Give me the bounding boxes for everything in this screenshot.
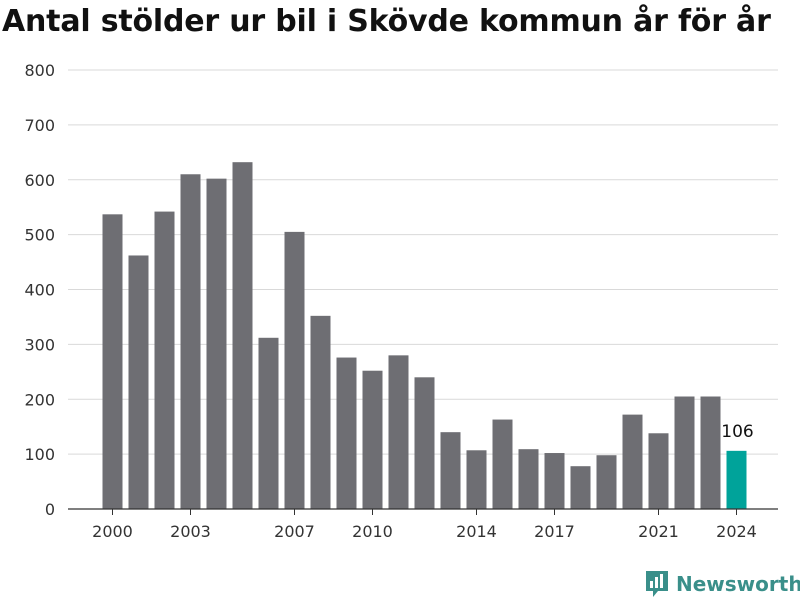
- bars: [102, 162, 747, 510]
- y-axis: 0 100 200 300 400 500 600 700 800: [24, 61, 55, 519]
- bar-2002: [154, 211, 175, 509]
- x-tick-label: 2003: [170, 522, 211, 541]
- x-tick-label: 2007: [274, 522, 315, 541]
- y-tick-label: 600: [24, 171, 55, 190]
- x-tick-label: 2000: [92, 522, 133, 541]
- bar-2023: [700, 396, 721, 509]
- bar-2018: [570, 466, 591, 509]
- bar-2006: [258, 337, 279, 509]
- bar-2011: [388, 355, 409, 509]
- bar-2012: [414, 377, 435, 509]
- data-label-2024: 106: [721, 422, 753, 442]
- bar-2009: [336, 357, 357, 509]
- bar-2000: [102, 214, 123, 510]
- bar-2016: [518, 449, 539, 509]
- x-tick-label: 2010: [352, 522, 393, 541]
- y-tick-label: 0: [45, 500, 55, 519]
- bar-2008: [310, 315, 331, 509]
- y-tick-label: 700: [24, 116, 55, 135]
- bar-2007: [284, 231, 305, 509]
- y-tick-label: 300: [24, 335, 55, 354]
- chart-title: Antal stölder ur bil i Skövde kommun år …: [2, 4, 771, 39]
- brand-logo[interactable]: Newsworthy: [644, 568, 800, 600]
- y-tick-label: 100: [24, 445, 55, 464]
- y-tick-label: 400: [24, 281, 55, 300]
- bar-2013: [440, 432, 461, 509]
- x-tick-label: 2021: [638, 522, 679, 541]
- bar-2024: [726, 450, 747, 509]
- data-labels: 106: [721, 422, 753, 442]
- y-tick-label: 200: [24, 390, 55, 409]
- bar-2019: [596, 455, 617, 509]
- bar-2003: [180, 174, 201, 509]
- x-tick-label: 2024: [716, 522, 757, 541]
- bar-2015: [492, 419, 513, 509]
- brand-name: Newsworthy: [676, 572, 800, 596]
- bar-2010: [362, 370, 383, 509]
- bar-2001: [128, 255, 149, 509]
- x-tick-label: 2014: [456, 522, 497, 541]
- bar-2005: [232, 162, 253, 509]
- newsworthy-logo-icon: [646, 571, 668, 597]
- bar-2017: [544, 453, 565, 509]
- bar-2020: [622, 414, 643, 509]
- x-axis: 2000 2003 2007 2010 2014 2017 2021 2024: [68, 508, 778, 541]
- bar-2004: [206, 178, 227, 509]
- bar-2014: [466, 450, 487, 509]
- y-tick-label: 800: [24, 61, 55, 80]
- bar-2021: [648, 433, 669, 509]
- y-tick-label: 500: [24, 226, 55, 245]
- x-tick-label: 2017: [534, 522, 575, 541]
- bar-2022: [674, 396, 695, 509]
